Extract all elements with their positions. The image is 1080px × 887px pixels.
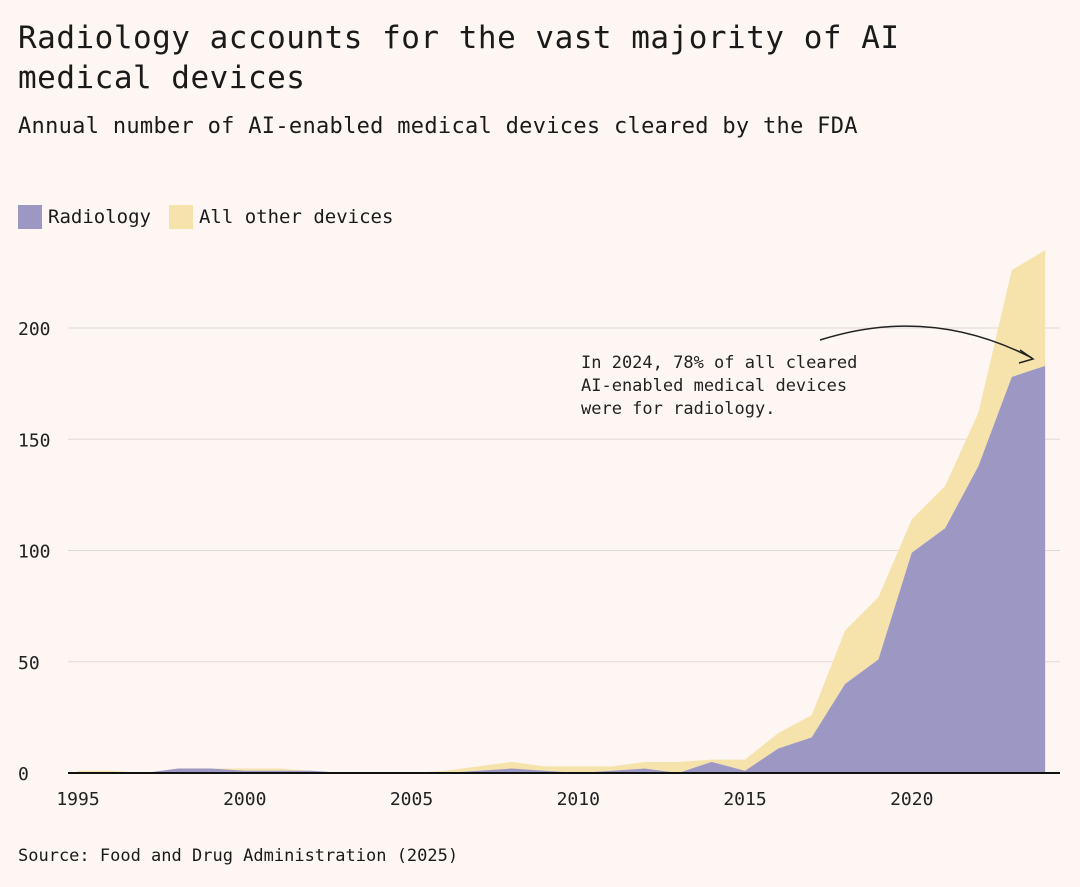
chart-subtitle: Annual number of AI-enabled medical devi… — [18, 114, 858, 139]
y-tick-label: 200 — [18, 319, 51, 340]
y-tick-label: 50 — [18, 653, 40, 674]
legend: Radiology All other devices — [18, 205, 411, 229]
annotation-arrow — [819, 325, 1033, 359]
y-tick-label: 100 — [18, 542, 51, 563]
x-tick-label: 2005 — [390, 789, 433, 810]
x-tick-label: 1995 — [56, 789, 99, 810]
legend-item-radiology: Radiology — [18, 205, 151, 229]
x-tick-label: 2020 — [890, 789, 933, 810]
x-tick-label: 2015 — [723, 789, 766, 810]
legend-item-other: All other devices — [168, 205, 394, 229]
arrowhead-icon — [1018, 349, 1035, 364]
y-tick-label: 0 — [18, 764, 29, 785]
legend-label-other: All other devices — [198, 206, 394, 228]
legend-swatch-other — [168, 205, 193, 229]
legend-swatch-radiology — [18, 205, 42, 229]
area-series-radiology — [78, 365, 1046, 773]
x-tick-label: 2010 — [557, 789, 600, 810]
annotation-text: In 2024, 78% of all cleared — [581, 353, 857, 373]
x-tick-label: 2000 — [223, 789, 266, 810]
y-tick-label: 150 — [18, 430, 51, 451]
annotation-text: were for radiology. — [581, 399, 775, 419]
legend-label-radiology: Radiology — [48, 206, 151, 228]
source-note: Source: Food and Drug Administration (20… — [18, 846, 459, 866]
chart-title: Radiology accounts for the vast majority… — [18, 20, 900, 96]
annotation-text: AI-enabled medical devices — [581, 376, 847, 396]
